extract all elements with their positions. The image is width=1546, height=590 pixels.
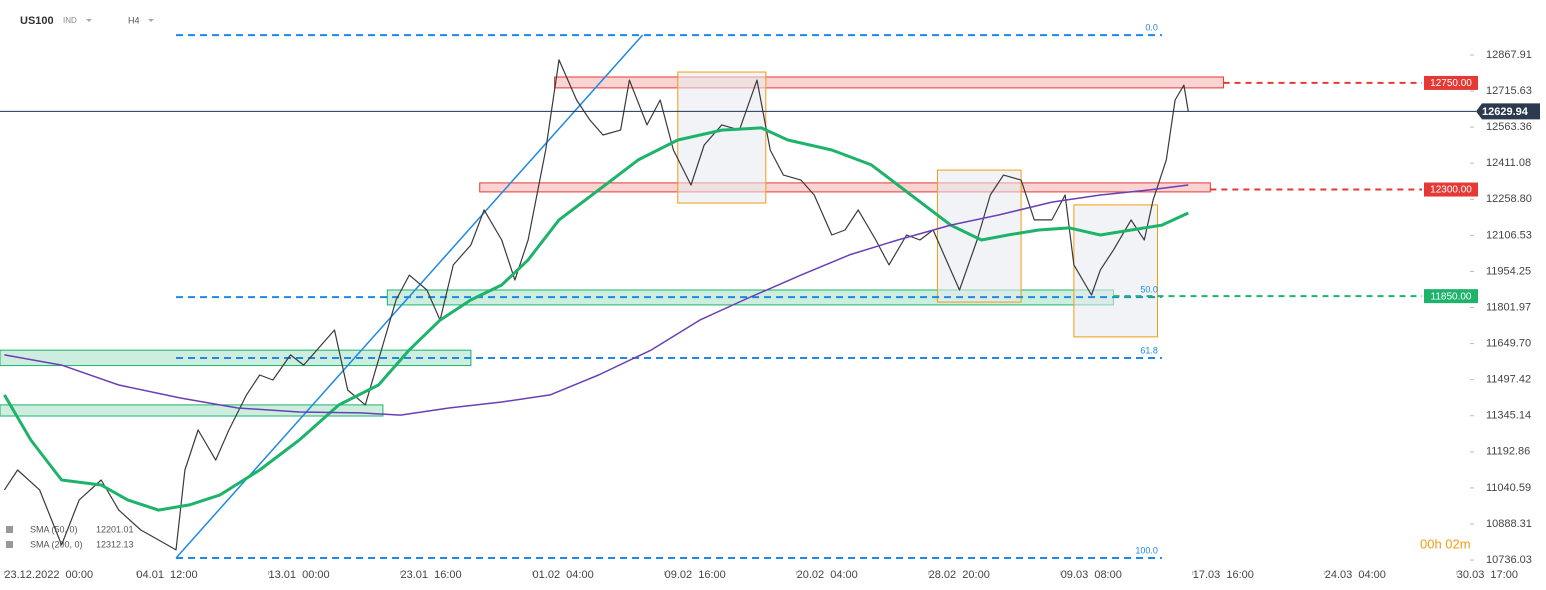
zone <box>554 76 1225 89</box>
instrument-type: IND <box>63 16 77 25</box>
x-tick-label: 23.12.2022 00:00 <box>4 569 93 581</box>
x-tick-label: 09.02 16:00 <box>665 569 726 581</box>
trendline <box>175 34 644 559</box>
chart-title[interactable]: US100 <box>20 15 54 27</box>
y-tick-label: 12867.91 <box>1486 49 1532 61</box>
timer: 00h 02m <box>1420 536 1471 551</box>
y-tick-label: 11497.42 <box>1486 374 1531 386</box>
y-tick-label: 11040.59 <box>1486 482 1531 494</box>
fib-label: 50.0 <box>1140 284 1158 294</box>
legend-value: 12312.13 <box>96 539 134 549</box>
y-tick-label: 12411.08 <box>1486 157 1531 169</box>
y-tick-label: 11345.14 <box>1486 410 1531 422</box>
y-tick-label: 11649.70 <box>1486 338 1531 350</box>
y-tick-label: 11954.25 <box>1486 265 1531 277</box>
fib-label: 61.8 <box>1140 345 1158 355</box>
zone <box>0 349 472 367</box>
x-tick-label: 28.02 20:00 <box>929 569 990 581</box>
y-tick-label: 11801.97 <box>1486 301 1531 313</box>
y-tick-label: 10736.03 <box>1486 554 1532 566</box>
x-tick-label: 17.03 16:00 <box>1193 569 1254 581</box>
x-tick-label: 20.02 04:00 <box>797 569 858 581</box>
level-label: 12300.00 <box>1430 185 1472 196</box>
x-tick-label: 04.01 12:00 <box>136 569 197 581</box>
y-tick-label: 11192.86 <box>1486 446 1530 458</box>
y-tick-label: 12715.63 <box>1486 85 1532 97</box>
x-tick-label: 30.03 17:00 <box>1457 569 1518 581</box>
y-tick-label: 12258.80 <box>1486 193 1532 205</box>
timeframe[interactable]: H4 <box>128 15 140 25</box>
legend-name: SMA (200, 0) <box>30 539 83 549</box>
dropdown-icon[interactable] <box>86 19 92 22</box>
zone <box>479 182 1211 193</box>
zone <box>0 404 384 417</box>
x-tick-label: 13.01 00:00 <box>268 569 329 581</box>
level-label: 12750.00 <box>1430 78 1472 89</box>
sma-line <box>4 184 1189 416</box>
fib-label: 0.0 <box>1145 22 1158 32</box>
last-price-tag <box>1476 103 1540 120</box>
level-tag <box>1424 75 1478 90</box>
x-tick-label: 09.03 08:00 <box>1061 569 1122 581</box>
zone <box>1073 204 1159 338</box>
legend-name: SMA (50, 0) <box>30 524 78 534</box>
y-tick-label: 10888.31 <box>1486 518 1532 530</box>
level-label: 11850.00 <box>1431 291 1472 302</box>
x-tick-label: 24.03 04:00 <box>1325 569 1386 581</box>
price-line <box>3 59 1189 551</box>
legend-icon[interactable] <box>6 541 13 548</box>
level-tag <box>1424 182 1478 197</box>
x-tick-label: 01.02 04:00 <box>533 569 594 581</box>
last-price-label: 12629.94 <box>1482 106 1529 118</box>
y-tick-label: 12563.36 <box>1486 121 1532 133</box>
fib-label: 100.0 <box>1135 545 1158 555</box>
legend-value: 12201.01 <box>96 524 134 534</box>
level-tag <box>1424 289 1478 304</box>
legend-icon[interactable] <box>6 526 13 533</box>
x-tick-label: 23.01 16:00 <box>401 569 462 581</box>
sma-line <box>3 126 1189 512</box>
dropdown-icon[interactable] <box>148 19 154 22</box>
y-tick-label: 12106.53 <box>1486 229 1532 241</box>
